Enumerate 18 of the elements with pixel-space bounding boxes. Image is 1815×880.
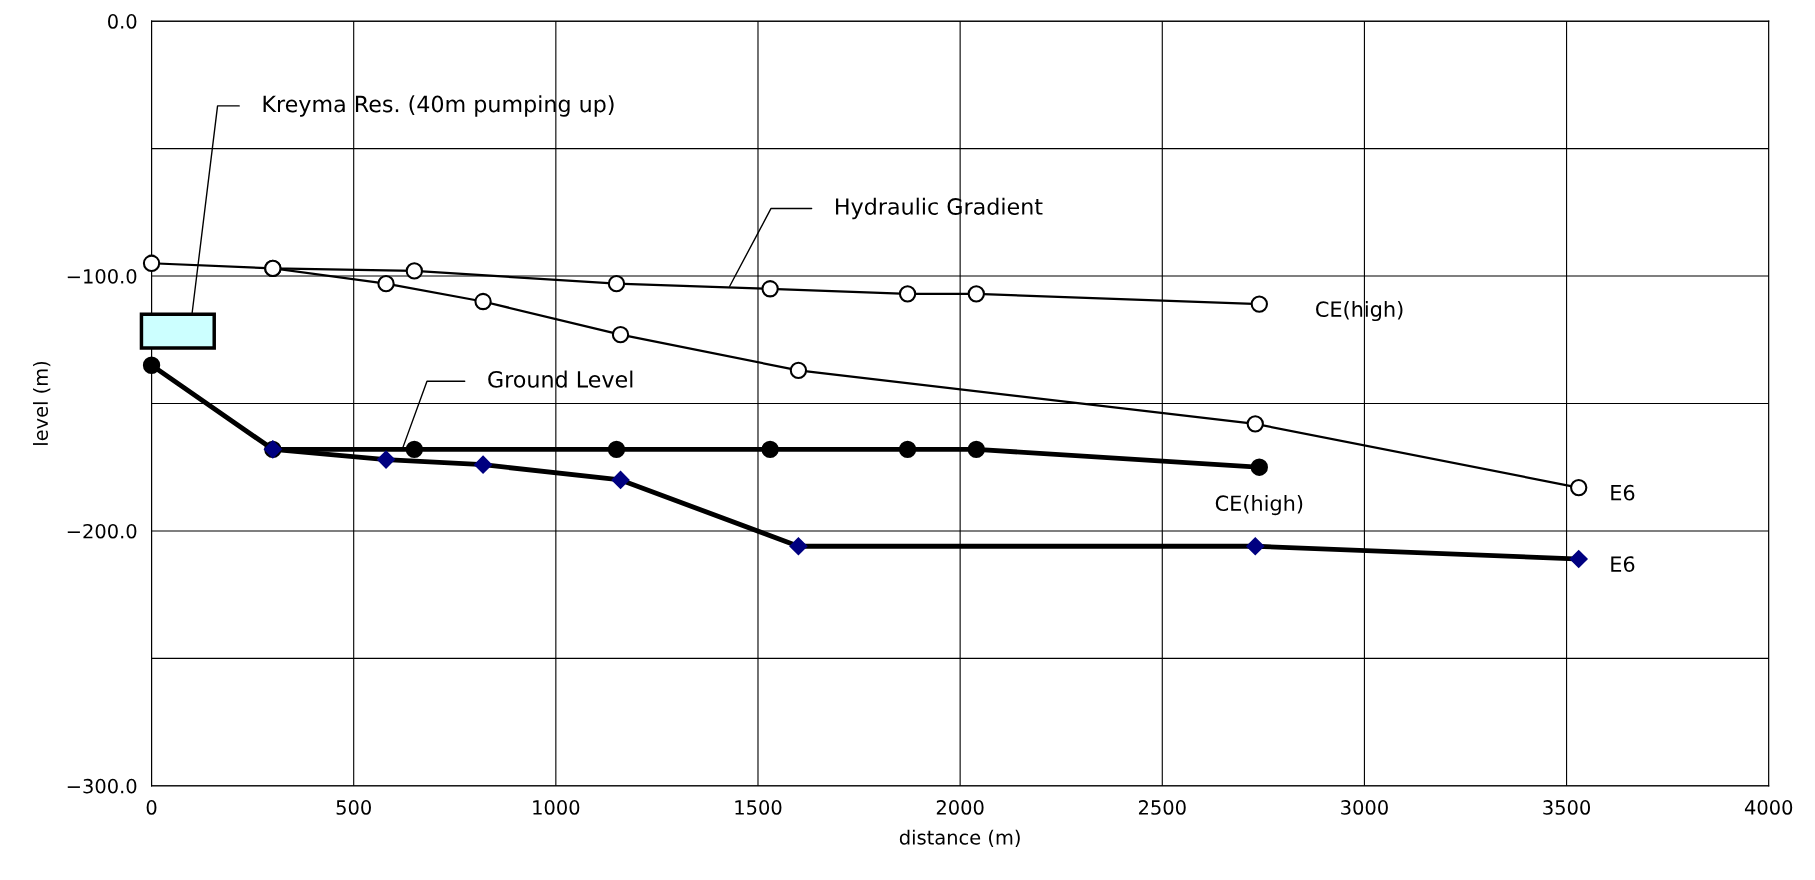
x-axis-title: distance (m) xyxy=(899,829,1020,847)
x-tick-label: 4000 xyxy=(1744,800,1793,815)
x-tick-label: 2500 xyxy=(1138,800,1186,815)
y-tick-label: 0.0 xyxy=(108,14,137,29)
series-label: E6 xyxy=(1611,556,1635,572)
series-label: E6 xyxy=(1611,484,1635,501)
x-tick-label: 2000 xyxy=(936,800,984,815)
series-label: CE(high) xyxy=(1215,494,1303,516)
x-tick-label: 3500 xyxy=(1543,800,1591,815)
x-tick-label: 1500 xyxy=(735,800,782,815)
y-tick-label: −100.0 xyxy=(67,268,137,284)
x-tick-label: 3000 xyxy=(1341,800,1388,815)
y-tick-label: −300.0 xyxy=(67,778,137,794)
x-tick-label: 500 xyxy=(336,800,371,815)
x-tick-label: 0 xyxy=(146,800,157,815)
y-axis-title: level (m) xyxy=(33,361,51,445)
y-tick-label: −200.0 xyxy=(67,523,137,539)
x-tick-label: 1000 xyxy=(533,800,580,815)
